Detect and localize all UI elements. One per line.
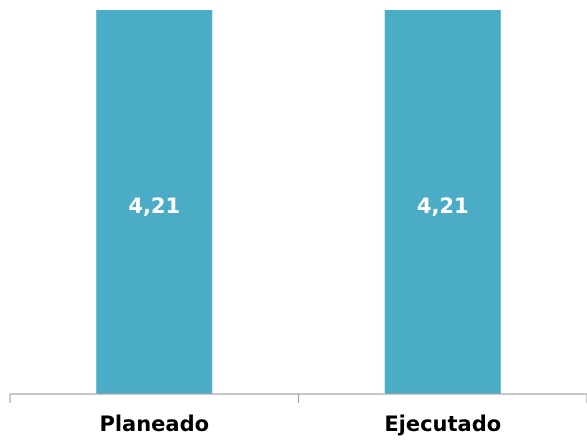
data-label: 4,21 xyxy=(417,194,469,218)
category-label: Planeado xyxy=(99,412,209,436)
bar-planeado xyxy=(96,10,213,394)
bars-group xyxy=(96,10,501,394)
category-labels-group: Planeado Ejecutado xyxy=(99,412,501,436)
data-label: 4,21 xyxy=(128,194,180,218)
bar-ejecutado xyxy=(384,10,501,394)
data-labels-group: 4,21 4,21 xyxy=(128,194,468,218)
category-label: Ejecutado xyxy=(384,412,501,436)
x-axis-ticks xyxy=(9,394,587,403)
